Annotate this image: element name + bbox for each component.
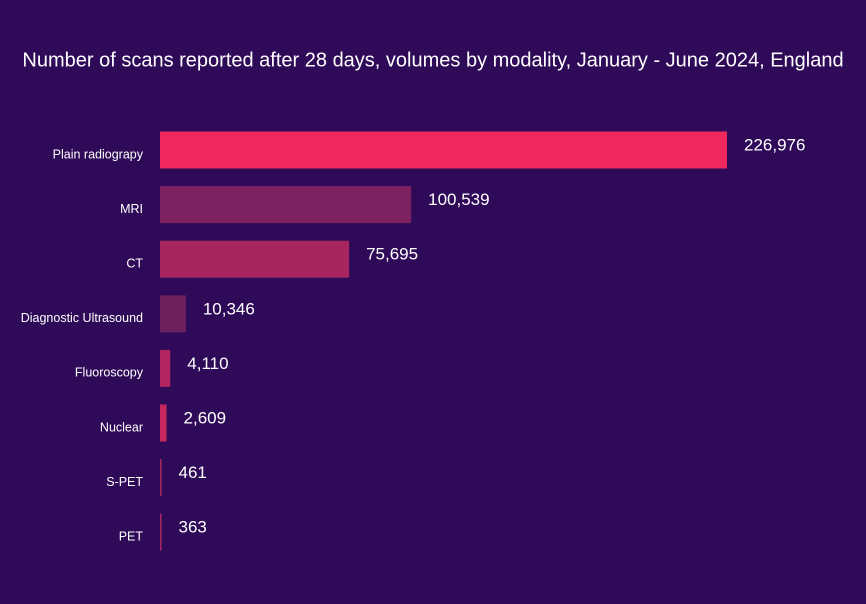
category-label: Diagnostic Ultrasound <box>21 311 143 325</box>
bar <box>160 240 350 278</box>
bar <box>160 295 186 333</box>
bar <box>160 459 162 497</box>
category-label: CT <box>126 256 143 270</box>
value-label: 100,539 <box>428 190 489 209</box>
category-label: Plain radiograpy <box>53 147 144 161</box>
value-label: 461 <box>179 463 207 482</box>
value-label: 226,976 <box>744 135 805 154</box>
bar <box>160 404 167 442</box>
category-label: MRI <box>120 202 143 216</box>
category-label: Fluoroscopy <box>75 366 144 380</box>
value-label: 2,609 <box>184 408 227 427</box>
value-label: 75,695 <box>366 245 418 264</box>
chart-title: Number of scans reported after 28 days, … <box>22 49 843 71</box>
value-label: 4,110 <box>187 354 228 373</box>
value-label: 363 <box>179 518 207 537</box>
value-label: 10,346 <box>203 299 255 318</box>
category-label: Nuclear <box>100 420 143 434</box>
bar <box>160 131 727 169</box>
category-label: PET <box>119 529 144 543</box>
bar <box>160 186 412 224</box>
bar <box>160 349 171 387</box>
bar <box>160 513 162 551</box>
category-label: S-PET <box>106 475 143 489</box>
